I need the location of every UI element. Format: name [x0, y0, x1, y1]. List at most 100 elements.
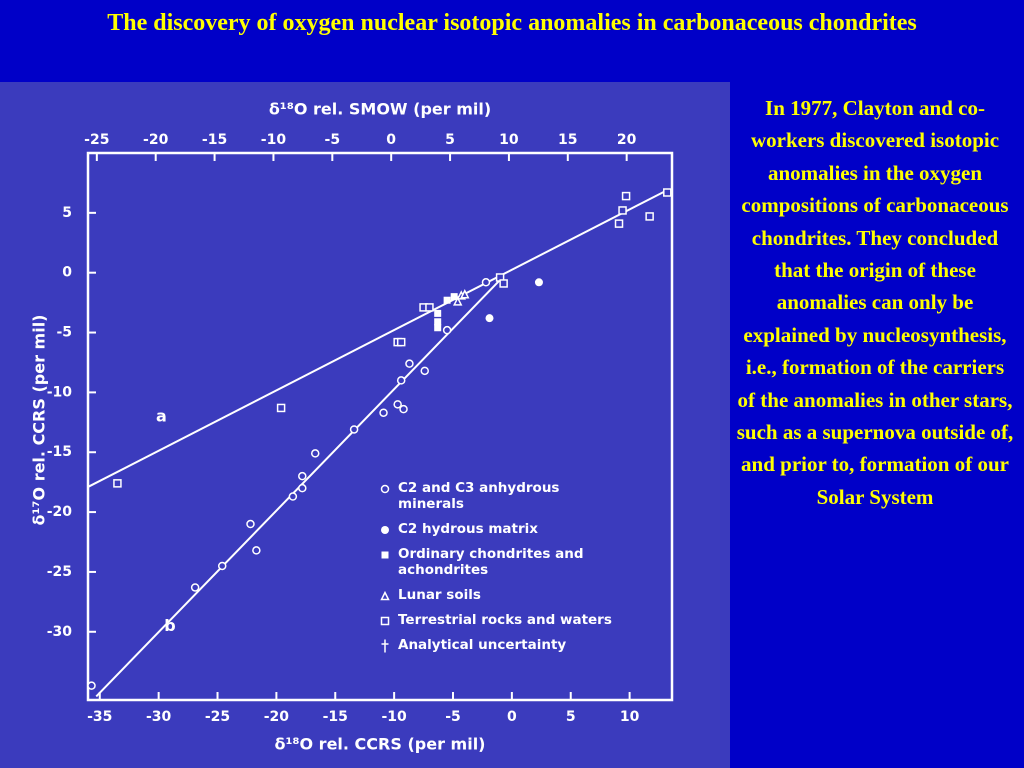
data-point	[310, 449, 320, 458]
data-point	[380, 616, 390, 626]
y-tick-label: -15	[47, 444, 72, 460]
data-point	[381, 639, 389, 653]
legend-label: Analytical uncertainty	[398, 637, 567, 653]
x-tick-label: -35	[87, 709, 112, 725]
legend-marker	[381, 639, 389, 653]
y-tick-label: -5	[56, 325, 72, 341]
fit-line	[87, 189, 668, 488]
data-point	[621, 191, 631, 201]
legend-marker	[380, 616, 390, 626]
legend-marker	[381, 551, 389, 559]
x2-tick-label: 20	[617, 132, 637, 148]
x-tick-label: -20	[264, 709, 290, 725]
x2-tick-label: 5	[445, 132, 455, 148]
legend-label: Terrestrial rocks and waters	[398, 612, 612, 628]
data-point	[442, 325, 452, 335]
x2-tick-label: 15	[558, 132, 577, 148]
chart-figure: -35 -30 -25 -20 -15 -10 -5 0 5 10 -25 -20 -15 -10 -5 0 5…	[0, 82, 730, 768]
legend-item: Lunar soils	[378, 587, 628, 603]
data-point	[420, 366, 429, 376]
x-tick-label: 5	[566, 709, 576, 725]
data-point	[298, 471, 307, 481]
legend-item: C2 and C3 anhydrous minerals	[378, 480, 628, 512]
x-tick-label: 10	[620, 709, 640, 725]
data-point	[252, 546, 261, 555]
data-point	[380, 484, 390, 494]
data-point	[485, 314, 494, 323]
legend-item: Analytical uncertainty	[378, 637, 628, 653]
x-axis-title: δ¹⁸O rel. CCRS (per mil)	[275, 735, 486, 754]
data-point	[481, 278, 491, 287]
data-point	[405, 359, 414, 368]
data-point	[450, 293, 458, 301]
chart: -35 -30 -25 -20 -15 -10 -5 0 5 10 -25 -20 -15 -10 -5 0 5…	[30, 100, 674, 754]
x-tick-label: -5	[445, 709, 461, 725]
line-label: b	[164, 616, 175, 635]
data-point	[614, 219, 624, 228]
x2-tick-label: -15	[202, 132, 227, 148]
x-tick-label: -25	[205, 709, 230, 725]
data-point	[534, 278, 543, 287]
data-point	[87, 681, 96, 690]
data-point	[645, 212, 654, 221]
data-point	[425, 303, 434, 312]
data-point	[663, 188, 672, 197]
x-tick-label: -30	[146, 709, 172, 725]
legend-marker	[380, 484, 390, 494]
data-point	[190, 583, 200, 592]
y-tick-label: -10	[47, 384, 73, 400]
data-point	[381, 551, 389, 559]
data-point	[618, 206, 627, 215]
data-point	[379, 408, 388, 417]
data-point	[276, 403, 286, 413]
x2-tick-label: -20	[143, 132, 169, 148]
data-point	[381, 526, 389, 534]
legend-marker	[380, 590, 390, 601]
legend-item: Ordinary chondrites and achondrites	[378, 546, 628, 578]
data-point	[499, 279, 508, 288]
data-point	[393, 400, 402, 409]
x2-tick-label: 10	[499, 132, 519, 148]
data-point	[246, 519, 255, 529]
slide-body: In 1977, Clayton and co-workers discover…	[736, 96, 1014, 509]
data-point	[399, 404, 408, 414]
legend-item: C2 hydrous matrix	[378, 521, 628, 537]
y-tick-label: -25	[47, 564, 72, 580]
x2-tick-label: 0	[386, 132, 396, 148]
data-point	[288, 492, 298, 501]
y-tick-label: 5	[62, 205, 72, 221]
slide-title: The discovery of oxygen nuclear isotopic…	[107, 10, 917, 36]
legend: C2 and C3 anhydrous minerals C2 hydrous m…	[378, 480, 628, 662]
y-axis-title: δ¹⁷O rel. CCRS (per mil)	[30, 315, 49, 526]
x2-tick-label: -5	[325, 132, 341, 148]
data-point	[217, 561, 227, 571]
data-point	[443, 296, 451, 304]
data-point	[452, 296, 463, 306]
legend-label: C2 and C3 anhydrous minerals	[398, 480, 560, 512]
data-point	[298, 483, 307, 493]
x2-tick-label: -10	[261, 132, 287, 148]
data-point	[434, 318, 442, 326]
y-tick-label: 0	[62, 265, 72, 281]
x2-tick-label: -25	[84, 132, 109, 148]
legend-marker	[381, 526, 389, 534]
legend-label: Ordinary chondrites and achondrites	[398, 546, 584, 578]
legend-label: Lunar soils	[398, 587, 481, 603]
data-point	[396, 337, 406, 347]
y-tick-label: -20	[47, 504, 73, 520]
y-tick-label: -30	[47, 624, 73, 640]
x-tick-label: 0	[507, 709, 517, 725]
x2-axis-title: δ¹⁸O rel. SMOW (per mil)	[269, 100, 491, 119]
plot-frame	[86, 151, 674, 702]
data-point	[434, 309, 442, 317]
data-point	[460, 289, 470, 299]
data-point	[434, 324, 442, 332]
data-point	[349, 425, 359, 434]
legend-item: Terrestrial rocks and waters	[378, 612, 628, 628]
data-point	[113, 479, 122, 488]
x-tick-label: -15	[323, 709, 348, 725]
data-point	[380, 590, 390, 601]
legend-label: C2 hydrous matrix	[398, 521, 538, 537]
line-label: a	[156, 406, 167, 425]
